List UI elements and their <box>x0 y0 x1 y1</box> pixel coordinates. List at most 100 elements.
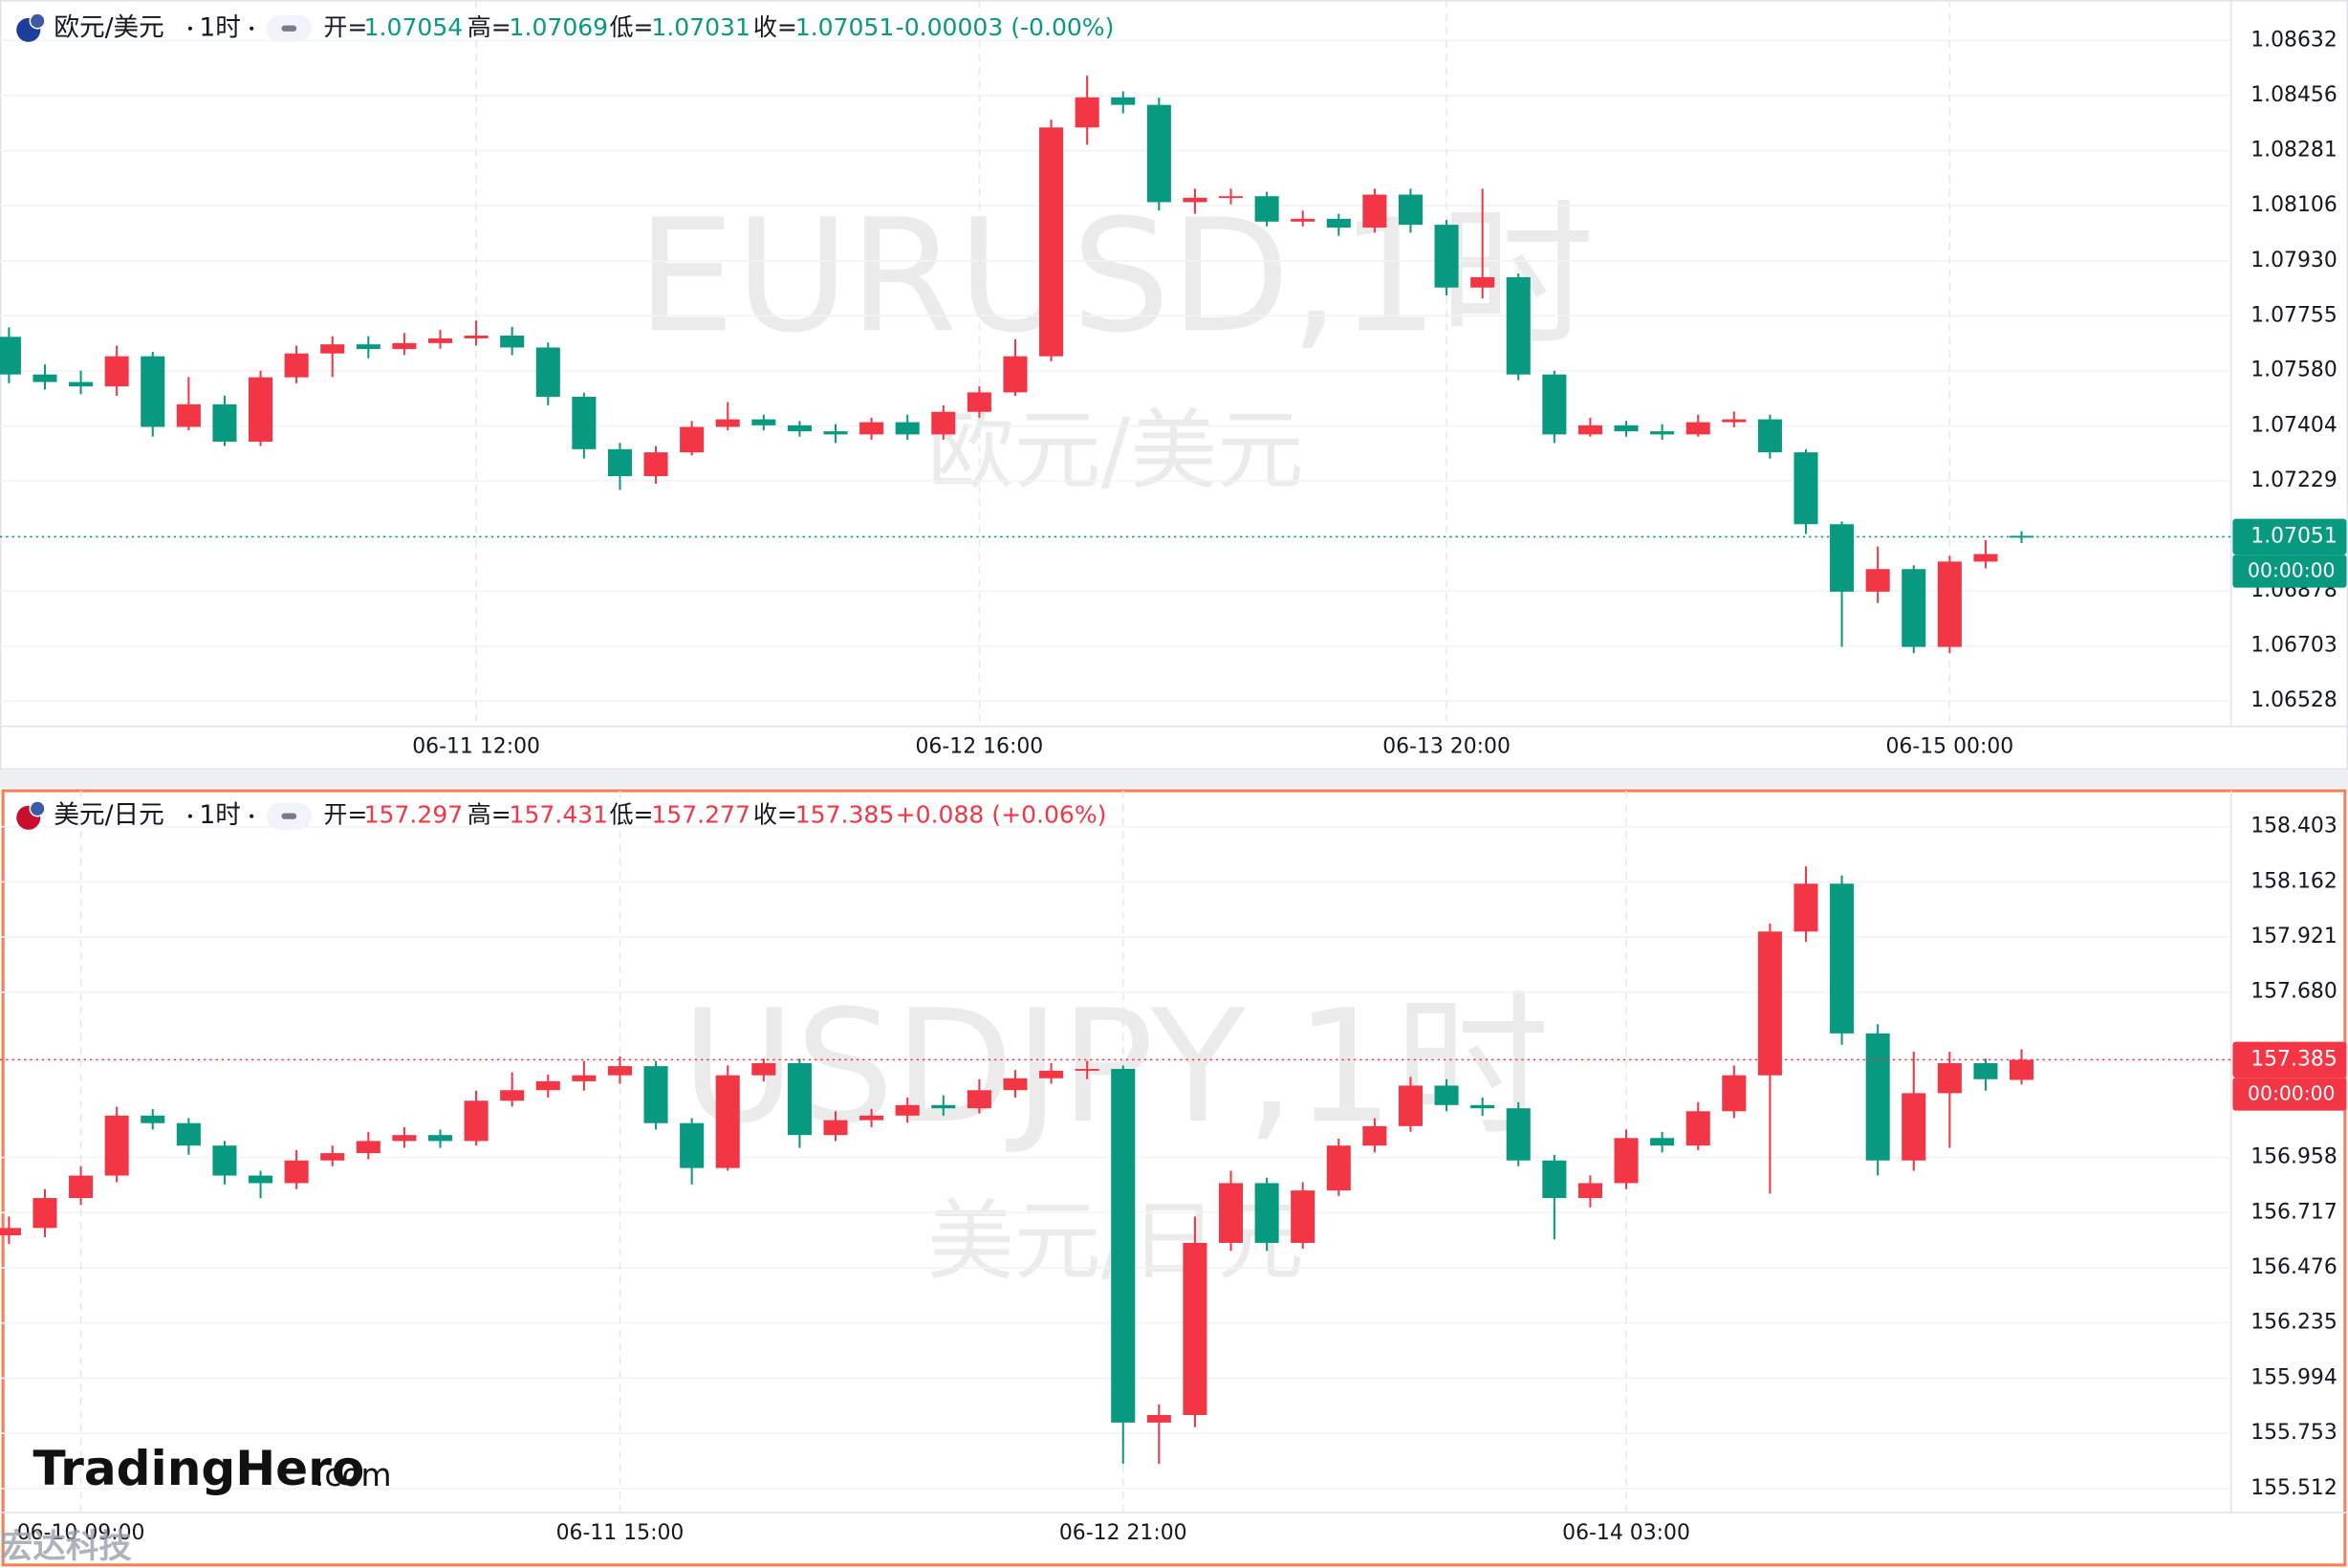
y-tick-label: 1.08281 <box>2250 139 2337 163</box>
candle-body <box>715 419 740 427</box>
y-tick-label: 155.994 <box>2250 1365 2337 1389</box>
y-tick-label: 1.07404 <box>2250 414 2337 438</box>
candle-body <box>572 1075 597 1081</box>
last-price-label: 157.385 <box>2250 1047 2337 1071</box>
candle-body <box>1362 1125 1387 1146</box>
ohlc-label: 收= <box>753 13 797 41</box>
ohlc-label: 低= <box>609 13 653 41</box>
candle-body <box>141 356 165 427</box>
ohlc-label: 高= <box>467 801 511 829</box>
separator-dot <box>187 26 192 31</box>
candle-body <box>464 1100 489 1142</box>
y-tick-label: 155.512 <box>2250 1476 2337 1500</box>
candle-body <box>1003 356 1028 393</box>
candle-body <box>1614 425 1639 432</box>
candle-body <box>931 411 956 435</box>
logo-domain: .com <box>315 1456 392 1493</box>
candle-body <box>1506 1108 1531 1161</box>
candle-body <box>1542 374 1567 435</box>
candle-body <box>1542 1160 1567 1199</box>
candle-body <box>1111 97 1136 105</box>
candle-body <box>643 452 668 477</box>
symbol-name: 欧元/美元 <box>54 12 163 42</box>
candle-body <box>249 377 273 442</box>
y-tick-label: 1.06528 <box>2250 688 2337 712</box>
ohlc-value: 1.07069 <box>510 13 609 41</box>
candle-body <box>500 1090 525 1101</box>
ohlc-value: 1.07054 <box>364 13 464 41</box>
candle-body <box>715 1075 740 1168</box>
candle-body <box>1075 1068 1099 1071</box>
change: +0.088 (+0.06%) <box>896 801 1107 829</box>
candle-body <box>0 1228 21 1236</box>
candle-body <box>1865 1033 1890 1161</box>
candle-body <box>1362 194 1387 229</box>
candle-body <box>1254 196 1279 222</box>
candle-body <box>427 1135 453 1142</box>
toggle-icon <box>281 25 297 32</box>
pane-border <box>0 0 2348 771</box>
y-tick-label: 1.07930 <box>2250 249 2337 272</box>
candle-body <box>1326 218 1351 229</box>
candle-body <box>967 392 991 412</box>
candle-body <box>787 1062 812 1136</box>
candle-body <box>1398 194 1424 226</box>
change: -0.00003 (-0.00%) <box>896 13 1115 41</box>
candle-body <box>895 422 920 435</box>
candle-body <box>535 347 560 397</box>
candle-body <box>1830 883 1855 1034</box>
separator-dot <box>250 26 254 31</box>
candle-body <box>500 335 525 348</box>
interval: 1时 <box>199 800 241 830</box>
y-tick-label: 157.680 <box>2250 980 2337 1004</box>
candle-body <box>284 1160 309 1184</box>
y-tick-label: 158.403 <box>2250 815 2337 838</box>
candle-body <box>1865 569 1890 592</box>
symbol-icon-2 <box>29 800 46 817</box>
candle-body <box>1722 1075 1747 1112</box>
candle-body <box>249 1175 273 1184</box>
ohlc-value: 1.07051 <box>795 13 895 41</box>
candle-body <box>0 337 21 375</box>
candle-body <box>1398 1085 1424 1126</box>
y-tick-label: 158.162 <box>2250 869 2337 893</box>
candle-body <box>212 403 237 442</box>
candle-body <box>1650 1138 1675 1146</box>
candle-body <box>1291 1190 1315 1243</box>
candle-body <box>1470 1104 1495 1109</box>
y-tick-label: 1.08106 <box>2250 193 2337 217</box>
candle-body <box>1794 883 1818 932</box>
candle-body <box>464 335 489 338</box>
y-tick-label: 1.07229 <box>2250 468 2337 492</box>
x-tick-label: 06-11 12:00 <box>412 735 540 759</box>
candle-body <box>392 342 417 350</box>
x-tick-label: 06-12 21:00 <box>1059 1521 1187 1545</box>
x-tick-label: 06-14 03:00 <box>1562 1521 1690 1545</box>
separator-dot <box>250 814 254 818</box>
candle-body <box>1146 104 1171 203</box>
candle-body <box>1291 218 1315 222</box>
candle-body <box>1794 452 1818 525</box>
candle-body <box>176 1122 201 1146</box>
candle-body <box>2010 535 2034 538</box>
ohlc-value: 1.07031 <box>651 13 750 41</box>
candle-body <box>356 344 380 350</box>
candle-body <box>680 1122 705 1168</box>
candle-body <box>1434 1085 1459 1105</box>
candle-body <box>1685 422 1710 435</box>
separator-dot <box>187 814 192 818</box>
candle-body <box>1183 1242 1207 1416</box>
candle-body <box>104 356 129 387</box>
candle-body <box>751 1062 776 1076</box>
countdown-box <box>2232 1078 2347 1111</box>
y-tick-label: 1.07755 <box>2250 303 2337 327</box>
ohlc-label: 高= <box>467 13 511 41</box>
candle-body <box>1111 1068 1136 1423</box>
y-tick-label: 156.717 <box>2250 1200 2337 1224</box>
candle-body <box>607 448 632 477</box>
candle-body <box>284 353 309 378</box>
pane-separator <box>0 770 2348 788</box>
candle-body <box>787 425 812 432</box>
candle-body <box>680 426 705 453</box>
y-tick-label: 1.06703 <box>2250 634 2337 658</box>
